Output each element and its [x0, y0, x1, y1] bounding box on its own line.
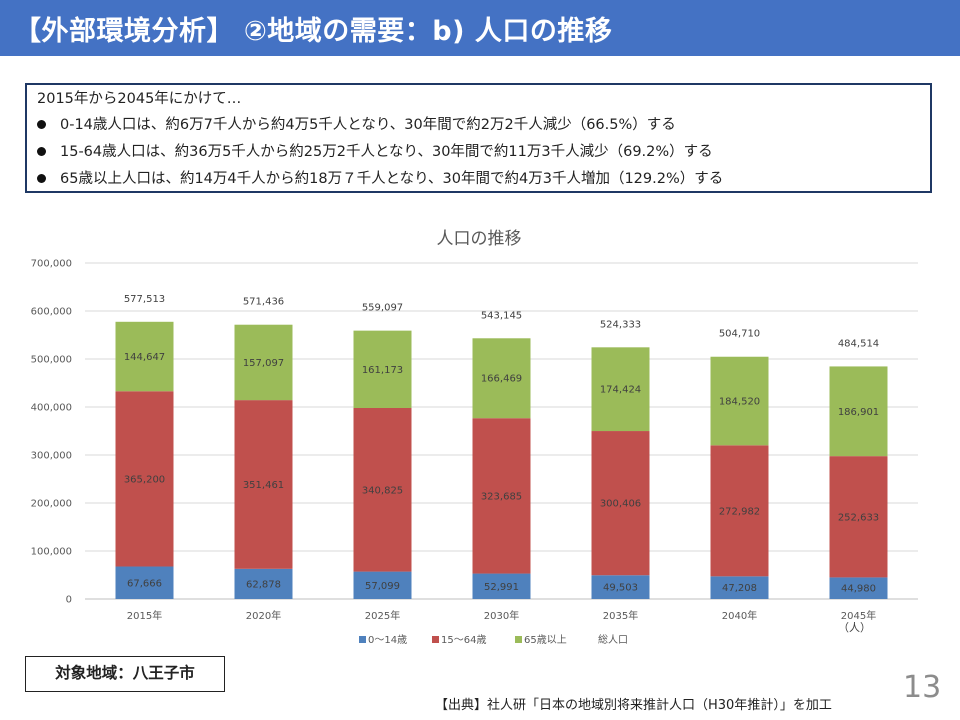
- data-label: 351,461: [243, 480, 284, 491]
- target-area-label: 対象地域：八王子市: [55, 664, 195, 682]
- bar-segment: [353, 571, 412, 599]
- y-tick-label: 300,000: [31, 451, 72, 462]
- summary-bullet: 15-64歳人口は、約36万5千人から約25万2千人となり、30年間で約11万3…: [37, 140, 713, 161]
- legend-swatch: [432, 636, 439, 643]
- x-tick-label: 2045年: [841, 609, 876, 622]
- y-tick-label: 200,000: [31, 499, 72, 510]
- bar-segment: [591, 431, 650, 576]
- bar-segment: [234, 568, 293, 599]
- data-label: 323,685: [481, 491, 522, 502]
- bar-segment: [353, 407, 412, 572]
- legend-label: 0〜14歳: [368, 634, 407, 646]
- total-label: 577,513: [124, 294, 165, 305]
- bar-segment: [115, 391, 174, 567]
- bar-segment: [472, 573, 531, 599]
- data-label: 166,469: [481, 374, 522, 385]
- summary-bullet: 65歳以上人口は、約14万4千人から約18万７千人となり、30年間で約4万3千人…: [37, 167, 723, 188]
- page-number: 13: [903, 670, 942, 705]
- x-tick-label: 2020年: [246, 609, 281, 622]
- bar-segment: [829, 577, 888, 599]
- summary-box: 2015年から2045年にかけて… 0-14歳人口は、約6万7千人から約4万5千…: [25, 83, 932, 193]
- data-label: 340,825: [362, 485, 403, 496]
- y-tick-label: 700,000: [31, 259, 72, 270]
- bullet-dot-icon: [37, 119, 46, 129]
- summary-bullet-text: 65歳以上人口は、約14万4千人から約18万７千人となり、30年間で約4万3千人…: [60, 171, 724, 187]
- legend-swatch: [359, 636, 366, 643]
- target-area-box: 対象地域：八王子市: [25, 656, 225, 692]
- legend-swatch: [515, 636, 522, 643]
- y-tick-label: 0: [66, 595, 72, 606]
- data-label: 67,666: [127, 578, 162, 589]
- legend-label: 15〜64歳: [441, 634, 486, 646]
- data-label: 272,982: [719, 506, 760, 517]
- data-label: 252,633: [838, 512, 879, 523]
- x-tick-label: 2025年: [365, 609, 400, 622]
- summary-intro: 2015年から2045年にかけて…: [37, 91, 242, 107]
- bar-segment: [115, 321, 174, 392]
- data-label: 47,208: [722, 583, 757, 594]
- y-tick-label: 500,000: [31, 355, 72, 366]
- data-label: 52,991: [484, 582, 519, 593]
- x-tick-label: 2030年: [484, 609, 519, 622]
- bullet-dot-icon: [37, 146, 46, 156]
- x-tick-label: 2035年: [603, 609, 638, 622]
- bar-segment: [591, 347, 650, 432]
- data-label: 300,406: [600, 499, 641, 510]
- bar-segment: [710, 445, 769, 577]
- bar-segment: [710, 576, 769, 599]
- source-note: 【出典】社人研「日本の地域別将来推計人口（H30年推計）」を加工: [435, 698, 832, 713]
- total-label: 543,145: [481, 310, 522, 321]
- total-label: 504,710: [719, 329, 760, 340]
- summary-bullet-text: 0-14歳人口は、約6万7千人から約4万5千人となり、30年間で約2万2千人減少…: [60, 117, 676, 133]
- bar-segment: [472, 418, 531, 574]
- bar-segment: [829, 366, 888, 457]
- chart-svg: 人口の推移 0 100,000 200,000 300,000 400,000 500,00…: [31, 229, 918, 646]
- slide-title: 【外部環境分析】 ②地域の需要：b) 人口の推移: [14, 16, 613, 47]
- title-bar: 【外部環境分析】 ②地域の需要：b) 人口の推移: [0, 0, 960, 56]
- bar-segment: [710, 356, 769, 446]
- bar-segment: [472, 338, 531, 419]
- total-label: 484,514: [838, 338, 879, 349]
- y-tick-label: 400,000: [31, 403, 72, 414]
- data-label: 365,200: [124, 474, 165, 485]
- population-chart: 人口の推移 0 100,000 200,000 300,000 400,000 500,00…: [25, 215, 925, 665]
- data-label: 44,980: [841, 584, 876, 595]
- data-label: 49,503: [603, 583, 638, 594]
- summary-bullet-text: 15-64歳人口は、約36万5千人から約25万2千人となり、30年間で約11万3…: [60, 144, 713, 160]
- bar-segment: [115, 566, 174, 599]
- bar-segment: [591, 575, 650, 599]
- unit-label: （人）: [838, 621, 871, 634]
- data-label: 184,520: [719, 397, 760, 408]
- data-label: 186,901: [838, 407, 879, 418]
- bullet-dot-icon: [37, 173, 46, 183]
- bar-segment: [829, 456, 888, 578]
- x-tick-label: 2040年: [722, 609, 757, 622]
- x-tick-label: 2015年: [127, 609, 162, 622]
- total-label: 571,436: [243, 297, 284, 308]
- total-label: 524,333: [600, 319, 641, 330]
- bar-segment: [234, 400, 293, 569]
- data-label: 62,878: [246, 579, 281, 590]
- data-label: 144,647: [124, 352, 165, 363]
- chart-title: 人口の推移: [437, 229, 522, 249]
- data-label: 157,097: [243, 358, 284, 369]
- legend-label: 総人口: [598, 633, 628, 646]
- total-label: 559,097: [362, 303, 403, 314]
- legend-label: 65歳以上: [524, 634, 567, 646]
- bar-segment: [234, 324, 293, 401]
- y-tick-label: 100,000: [31, 547, 72, 558]
- data-label: 57,099: [365, 581, 400, 592]
- data-label: 174,424: [600, 385, 641, 396]
- data-label: 161,173: [362, 365, 403, 376]
- summary-bullet: 0-14歳人口は、約6万7千人から約4万5千人となり、30年間で約2万2千人減少…: [37, 113, 676, 134]
- y-tick-label: 600,000: [31, 307, 72, 318]
- bar-segment: [353, 330, 412, 408]
